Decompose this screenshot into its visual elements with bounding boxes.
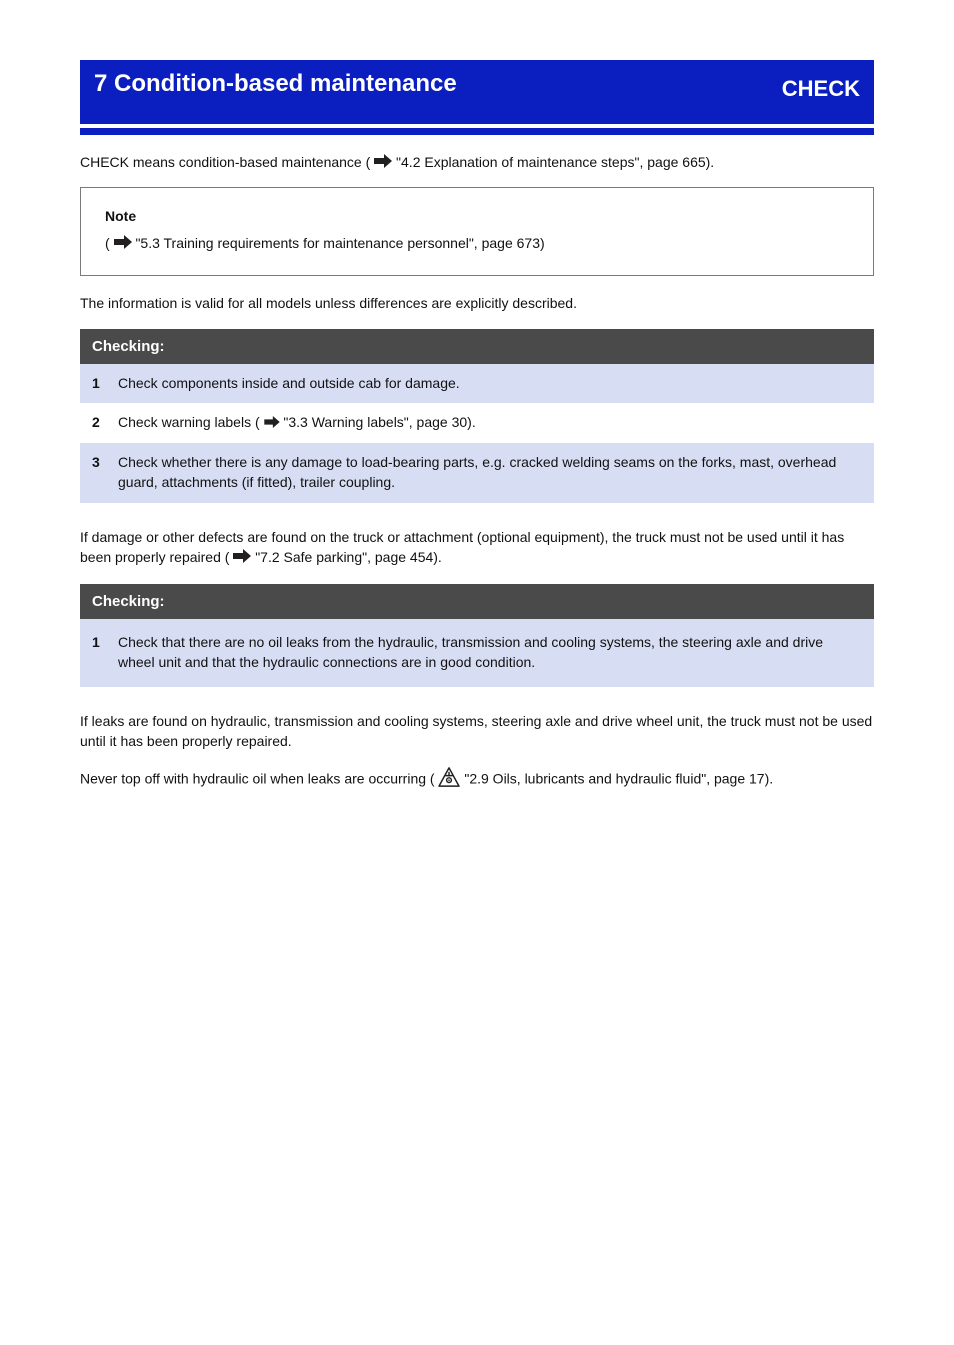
tail-paragraph-2: Never top off with hydraulic oil when le… bbox=[80, 767, 874, 792]
table-row: 1 Check that there are no oil leaks from… bbox=[80, 619, 874, 686]
row-text: Check whether there is any damage to loa… bbox=[118, 453, 862, 492]
arrow-icon bbox=[264, 414, 280, 434]
mid-text: If damage or other defects are found on … bbox=[80, 529, 844, 565]
note-prefix: ( bbox=[105, 235, 110, 251]
row-number: 1 bbox=[92, 374, 118, 394]
row-text: Check components inside and outside cab … bbox=[118, 374, 862, 394]
arrow-icon bbox=[233, 548, 251, 568]
table-row: 1 Check components inside and outside ca… bbox=[80, 364, 874, 404]
section-header-bar: 7 Condition-based maintenance CHECK bbox=[80, 60, 874, 124]
tail2-prefix: Never top off with hydraulic oil when le… bbox=[80, 771, 435, 787]
intro-paragraph: CHECK means condition-based maintenance … bbox=[80, 153, 874, 173]
header-underline bbox=[80, 128, 874, 135]
arrow-icon bbox=[374, 154, 392, 174]
note-link: "5.3 Training requirements for maintenan… bbox=[135, 235, 544, 251]
row-text: Check that there are no oil leaks from t… bbox=[118, 633, 862, 672]
table-row: 2 Check warning labels ( "3.3 Warning la… bbox=[80, 403, 874, 443]
table2-header: Checking: bbox=[80, 584, 874, 619]
mid-link: "7.2 Safe parking", page 454). bbox=[255, 549, 442, 565]
mid-paragraph: If damage or other defects are found on … bbox=[80, 527, 874, 569]
arrow-icon bbox=[114, 234, 132, 255]
intro-link: "4.2 Explanation of maintenance steps", … bbox=[396, 154, 714, 170]
row-text-link: "3.3 Warning labels", page 30). bbox=[283, 414, 475, 430]
row-number: 2 bbox=[92, 413, 118, 433]
row-text: Check warning labels ( "3.3 Warning labe… bbox=[118, 413, 862, 433]
section-header-tag: CHECK bbox=[782, 76, 860, 102]
row-text-prefix: Check warning labels ( bbox=[118, 414, 264, 430]
table-row: 3 Check whether there is any damage to l… bbox=[80, 443, 874, 502]
row-number: 3 bbox=[92, 453, 118, 473]
row-number: 1 bbox=[92, 633, 118, 653]
note-box: Note ( "5.3 Training requirements for ma… bbox=[80, 187, 874, 276]
warning-triangle-icon bbox=[438, 767, 460, 792]
disclaimer-text: The information is valid for all models … bbox=[80, 294, 874, 313]
tail2-link: "2.9 Oils, lubricants and hydraulic flui… bbox=[464, 771, 773, 787]
note-content: ( "5.3 Training requirements for mainten… bbox=[105, 233, 849, 255]
tail-paragraph-1: If leaks are found on hydraulic, transmi… bbox=[80, 711, 874, 752]
intro-text: CHECK means condition-based maintenance … bbox=[80, 154, 370, 170]
table1-header: Checking: bbox=[80, 329, 874, 364]
section-header-number: 7 Condition-based maintenance bbox=[94, 70, 457, 98]
note-label: Note bbox=[105, 206, 849, 227]
